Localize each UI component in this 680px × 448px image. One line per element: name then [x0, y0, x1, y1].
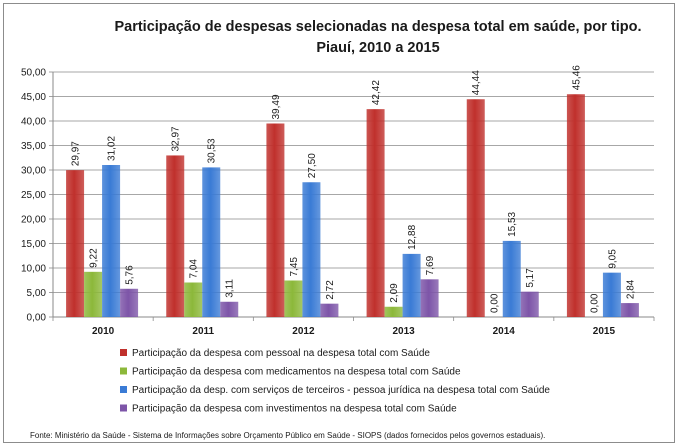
bar — [402, 253, 421, 317]
data-label: 9,05 — [607, 249, 618, 269]
data-labels: 29,97 9,22 31,02 5,76 32,97 7,04 30,53 3,11 39,4… — [71, 65, 637, 313]
bar — [202, 167, 221, 317]
chart-title: Participação de despesas selecionadas na… — [114, 19, 641, 56]
chart-title-line: Piauí, 2010 a 2015 — [316, 40, 439, 56]
y-tick-label: 0,00 — [27, 313, 47, 324]
data-label: 42,42 — [371, 80, 382, 105]
y-tick-label: 25,00 — [21, 190, 46, 201]
x-category-label: 2015 — [593, 326, 616, 337]
bar — [302, 182, 321, 317]
y-tick-label: 45,00 — [21, 92, 46, 103]
y-tick-label: 5,00 — [27, 288, 47, 299]
data-label: 29,97 — [71, 141, 82, 166]
data-label: 7,45 — [289, 257, 300, 277]
legend: Participação da despesa com pessoal na d… — [120, 348, 550, 415]
y-tick-label: 20,00 — [21, 215, 46, 226]
legend-swatch — [120, 404, 127, 412]
chart-canvas: Participação de despesas selecionadas na… — [21, 19, 655, 440]
source-note: Fonte: Ministério da Saúde - Sistema de … — [30, 431, 545, 440]
y-axis-ticks: 0,00 5,00 10,00 15,00 20,00 25,00 30,00 35,00 40… — [21, 68, 46, 324]
x-axis-categories: 2010 2011 2012 2013 2014 2015 — [92, 326, 616, 337]
bar — [184, 282, 203, 317]
x-category-label: 2012 — [292, 326, 315, 337]
x-category-label: 2013 — [392, 326, 415, 337]
x-category-label: 2010 — [92, 326, 115, 337]
data-label-zero: 0,00 — [589, 293, 600, 313]
bar — [466, 99, 485, 317]
bar — [84, 271, 103, 317]
legend-entry: Participação da despesa com investimento… — [132, 404, 457, 415]
bar — [502, 240, 521, 317]
data-label: 3,11 — [225, 279, 236, 298]
data-label: 9,22 — [89, 248, 100, 268]
bar — [384, 306, 403, 317]
data-label: 44,44 — [471, 70, 482, 95]
data-label: 2,84 — [625, 279, 636, 299]
chart-title-line: Participação de despesas selecionadas na… — [114, 19, 641, 35]
data-label: 5,17 — [525, 268, 536, 288]
x-category-label: 2011 — [192, 326, 214, 337]
data-label: 15,53 — [507, 211, 518, 236]
bar — [366, 109, 385, 317]
data-label: 27,50 — [307, 153, 318, 178]
data-label: 5,76 — [125, 265, 136, 285]
gridlines — [49, 71, 655, 321]
data-label-zero: 0,00 — [489, 293, 500, 313]
y-tick-label: 30,00 — [21, 166, 46, 177]
bar — [266, 123, 285, 318]
bar — [102, 165, 121, 317]
data-label: 30,53 — [207, 138, 218, 163]
bar — [166, 155, 185, 317]
legend-entry: Participação da despesa com pessoal na d… — [132, 348, 430, 359]
bar — [566, 94, 585, 317]
legend-swatch — [120, 349, 127, 356]
data-label: 12,88 — [407, 224, 418, 249]
chart-frame: Participação de despesas selecionadas na… — [3, 3, 675, 443]
bar — [520, 291, 539, 317]
bar — [284, 280, 303, 317]
y-tick-label: 50,00 — [21, 68, 46, 79]
data-label: 31,02 — [107, 136, 118, 161]
data-label: 7,69 — [425, 255, 436, 275]
y-tick-label: 40,00 — [21, 117, 46, 128]
y-tick-label: 10,00 — [21, 264, 46, 275]
data-label: 39,49 — [271, 94, 282, 119]
data-label: 45,46 — [571, 65, 582, 90]
legend-swatch — [120, 367, 127, 375]
bar — [420, 279, 439, 317]
data-label: 7,04 — [189, 259, 200, 279]
bar — [220, 301, 239, 317]
legend-entry: Participação da desp. com serviços de te… — [132, 385, 550, 396]
y-tick-label: 35,00 — [21, 141, 46, 152]
bars — [66, 94, 639, 318]
data-label: 2,09 — [389, 283, 400, 303]
bar — [120, 288, 139, 317]
y-tick-label: 15,00 — [21, 239, 46, 250]
bar — [602, 272, 621, 317]
bar — [66, 170, 85, 317]
data-label: 2,72 — [325, 280, 336, 300]
legend-swatch — [120, 386, 127, 393]
data-label: 32,97 — [171, 126, 182, 151]
bar — [620, 303, 639, 317]
legend-entry: Participação da despesa com medicamentos… — [132, 367, 461, 378]
bar — [320, 303, 339, 317]
x-category-label: 2014 — [493, 326, 516, 337]
